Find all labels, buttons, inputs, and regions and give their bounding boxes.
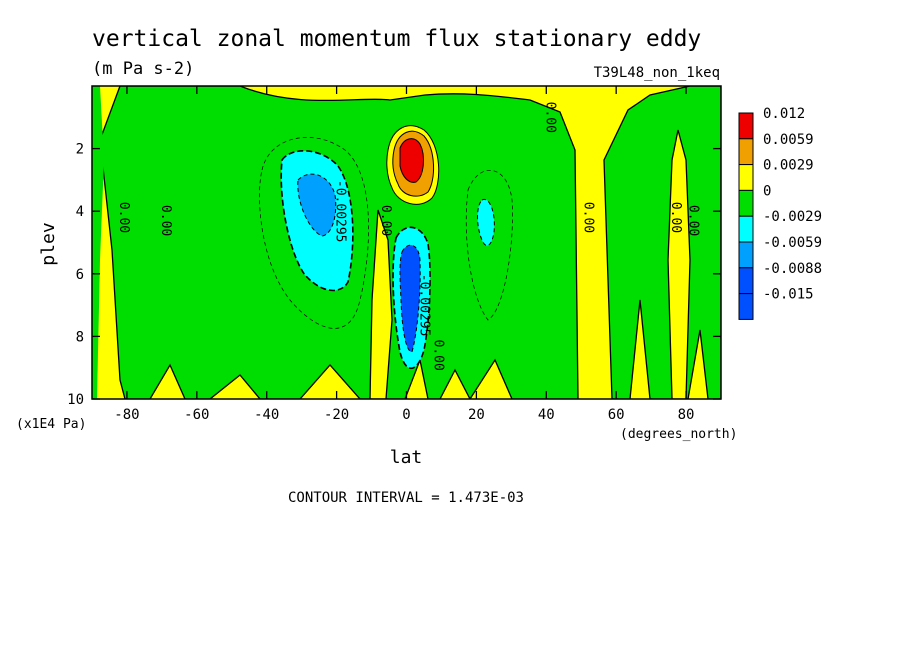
legend-swatch <box>738 267 754 295</box>
contour-label: 0.00 <box>668 202 683 233</box>
y-tick-label: 8 <box>76 329 84 345</box>
run-label: T39L48_non_1keq <box>594 65 720 81</box>
contour-dashed-nh <box>465 170 513 321</box>
contour-label: 0.00 <box>430 340 445 371</box>
x-tick-label: 20 <box>468 407 485 423</box>
contour-label: 0.00 <box>542 102 557 133</box>
y-tick-label: 2 <box>76 142 84 158</box>
field-green-strip-sp <box>92 86 104 399</box>
y-tick-label: 6 <box>76 267 84 283</box>
y-tick-label: 10 <box>67 392 84 408</box>
contour-labels: 0.00 0.00 -0.00295 0.00-0.002950.000.000.00… <box>116 102 701 371</box>
x-tick-label: -80 <box>114 407 139 423</box>
field-yellow-eq-tongue <box>369 209 393 399</box>
legend-label: 0.0029 <box>763 158 814 174</box>
legend-label: -0.0088 <box>763 261 822 277</box>
x-tick-label: 0 <box>402 407 410 423</box>
contour-interval-note: CONTOUR INTERVAL = 1.473E-03 <box>288 490 524 506</box>
legend-label: -0.015 <box>763 287 814 303</box>
color-legend: 0.012 0.0059 0.0029 0 -0.0029 -0.0059 -0.0088 -… <box>738 106 822 320</box>
legend-swatch <box>738 189 754 217</box>
x-tick-label: 80 <box>678 407 695 423</box>
x-tick-label: -20 <box>324 407 349 423</box>
contour-label: 0.00 <box>378 205 393 236</box>
y-axis-label: plev <box>38 222 59 265</box>
x-axis: -80 -60 -40 -20 0 20 40 60 80 <box>114 86 694 423</box>
contour-field <box>92 86 721 399</box>
x-axis-label: lat <box>390 447 423 468</box>
field-yellow-tongue <box>667 129 691 399</box>
legend-label: 0.012 <box>763 106 805 122</box>
contour-label: -0.00295 <box>416 274 431 337</box>
pos-core-red <box>399 138 424 183</box>
y-axis-units: (x1E4 Pa) <box>16 417 86 432</box>
contour-label: 0.00 <box>158 205 173 236</box>
cyan-region-nh <box>477 198 495 247</box>
legend-label: -0.0029 <box>763 209 822 225</box>
legend-swatch <box>738 164 754 191</box>
x-tick-label: 60 <box>608 407 625 423</box>
blue-core-eq <box>399 244 421 353</box>
field-green-region-nh <box>603 86 721 399</box>
legend-swatch <box>738 293 754 320</box>
legend-label: 0.0059 <box>763 132 814 148</box>
x-axis-units: (degrees_north) <box>620 427 737 442</box>
contour-label: 0.00 <box>116 202 131 233</box>
x-tick-label: -60 <box>184 407 209 423</box>
legend-label: -0.0059 <box>763 235 822 251</box>
y-axis: 2 4 6 8 10 <box>67 142 721 408</box>
chart-units: (m Pa s-2) <box>92 59 194 79</box>
contour-label: 0.00 <box>581 202 596 233</box>
y-tick-label: 4 <box>76 204 84 220</box>
blue-core-sh <box>297 173 337 237</box>
legend-swatch <box>738 138 754 166</box>
x-tick-label: 40 <box>538 407 555 423</box>
chart-title: vertical zonal momentum flux stationary … <box>92 26 701 52</box>
legend-label: 0 <box>763 183 771 199</box>
x-tick-label: -40 <box>254 407 279 423</box>
contour-label: -0.00295 <box>333 180 348 243</box>
legend-swatch <box>738 112 754 140</box>
legend-swatch <box>738 215 754 243</box>
contour-label: 0.00 <box>686 205 701 236</box>
legend-swatch <box>738 241 754 269</box>
